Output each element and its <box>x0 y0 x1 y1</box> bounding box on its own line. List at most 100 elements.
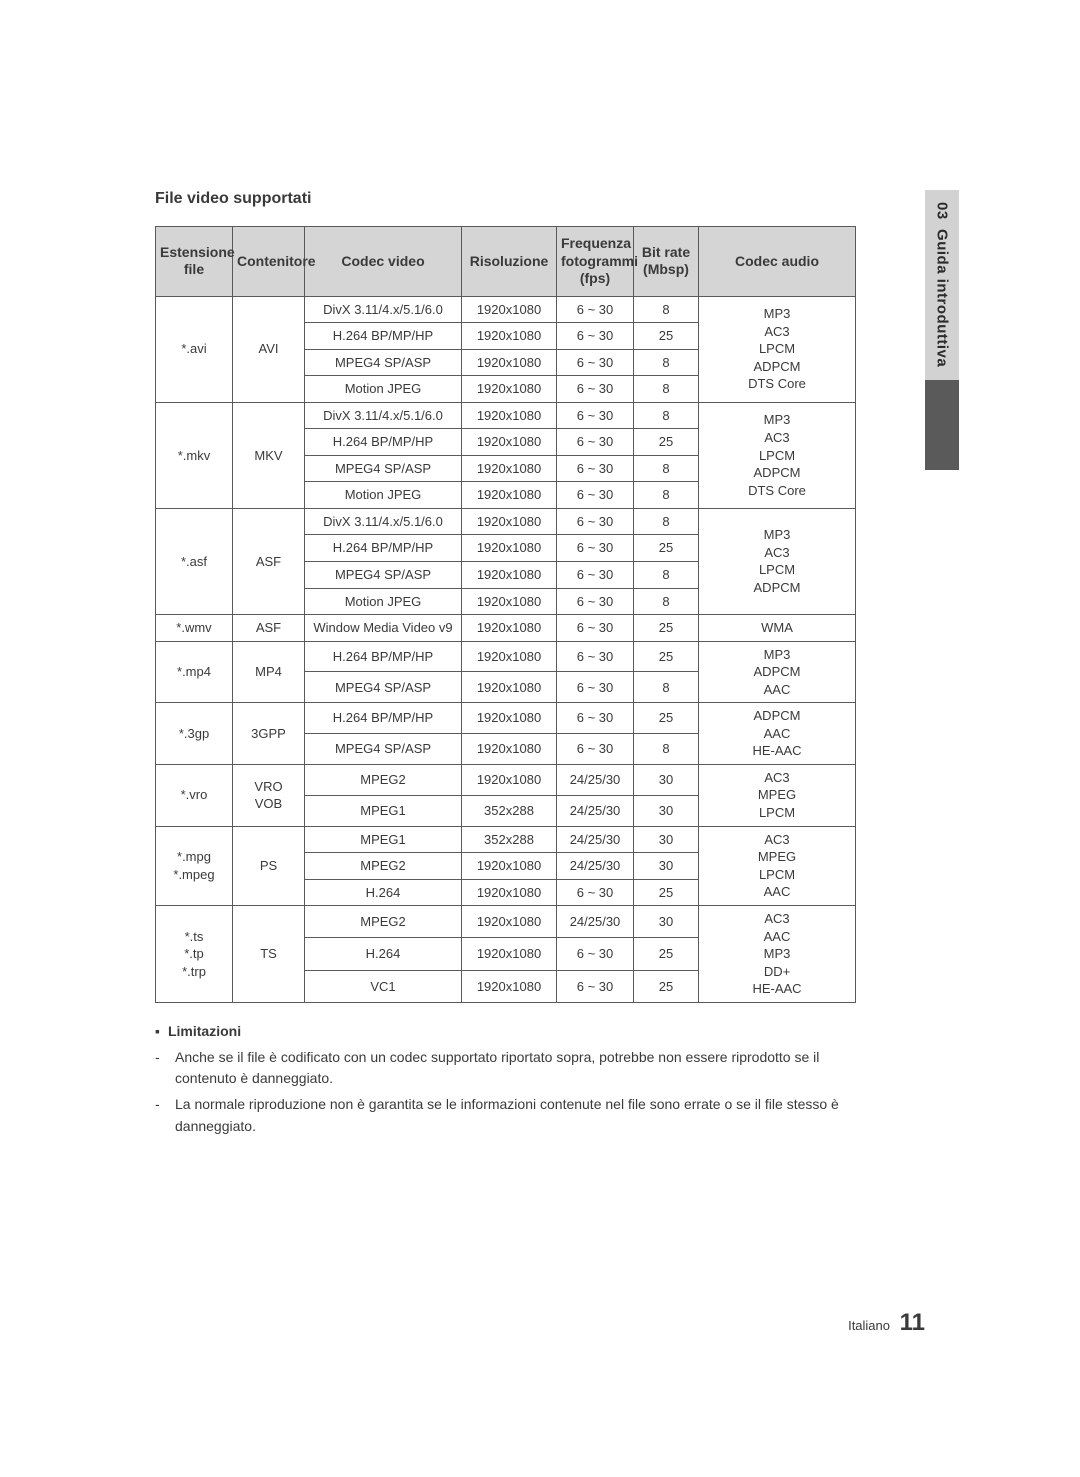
cell-container: TS <box>233 906 305 1003</box>
cell-fps: 6 ~ 30 <box>557 615 634 642</box>
cell-ext: *.ts *.tp *.trp <box>156 906 233 1003</box>
cell-fps: 6 ~ 30 <box>557 455 634 482</box>
page-footer: Italiano 11 <box>848 1309 925 1337</box>
cell-vcodec: H.264 BP/MP/HP <box>305 535 462 562</box>
th-ext: Estensione file <box>156 227 233 297</box>
cell-bitrate: 8 <box>634 588 699 615</box>
cell-acodec: MP3 AC3 LPCM ADPCM DTS Core <box>699 402 856 508</box>
cell-res: 1920x1080 <box>462 455 557 482</box>
footer-lang: Italiano <box>848 1318 890 1333</box>
cell-fps: 6 ~ 30 <box>557 734 634 765</box>
table-row: *.vroVRO VOBMPEG21920x108024/25/3030AC3 … <box>156 764 856 795</box>
cell-fps: 6 ~ 30 <box>557 703 634 734</box>
cell-vcodec: MPEG4 SP/ASP <box>305 349 462 376</box>
cell-vcodec: MPEG2 <box>305 853 462 880</box>
cell-vcodec: Motion JPEG <box>305 588 462 615</box>
cell-bitrate: 30 <box>634 826 699 853</box>
cell-fps: 6 ~ 30 <box>557 672 634 703</box>
bullet-icon: ▪ <box>155 1021 160 1043</box>
cell-bitrate: 25 <box>634 535 699 562</box>
cell-bitrate: 25 <box>634 429 699 456</box>
cell-bitrate: 25 <box>634 703 699 734</box>
cell-fps: 6 ~ 30 <box>557 879 634 906</box>
cell-container: VRO VOB <box>233 764 305 826</box>
cell-ext: *.avi <box>156 296 233 402</box>
cell-res: 1920x1080 <box>462 429 557 456</box>
table-row: *.ts *.tp *.trpTSMPEG21920x108024/25/303… <box>156 906 856 938</box>
note-item: - La normale riproduzione non è garantit… <box>155 1094 875 1137</box>
cell-bitrate: 8 <box>634 482 699 509</box>
cell-fps: 6 ~ 30 <box>557 535 634 562</box>
cell-vcodec: H.264 BP/MP/HP <box>305 703 462 734</box>
cell-vcodec: MPEG1 <box>305 826 462 853</box>
cell-fps: 6 ~ 30 <box>557 641 634 672</box>
cell-vcodec: Motion JPEG <box>305 376 462 403</box>
cell-container: MKV <box>233 402 305 508</box>
cell-res: 352x288 <box>462 826 557 853</box>
table-row: *.mp4MP4H.264 BP/MP/HP1920x10806 ~ 3025M… <box>156 641 856 672</box>
note-text: Anche se il file è codificato con un cod… <box>175 1047 875 1090</box>
table-body: *.aviAVIDivX 3.11/4.x/5.1/6.01920x10806 … <box>156 296 856 1002</box>
cell-vcodec: MPEG2 <box>305 906 462 938</box>
table-row: *.mkvMKVDivX 3.11/4.x/5.1/6.01920x10806 … <box>156 402 856 429</box>
cell-acodec: AC3 MPEG LPCM AAC <box>699 826 856 906</box>
cell-acodec: MP3 AC3 LPCM ADPCM <box>699 508 856 614</box>
cell-fps: 24/25/30 <box>557 853 634 880</box>
cell-acodec: MP3 ADPCM AAC <box>699 641 856 703</box>
cell-container: ASF <box>233 508 305 614</box>
cell-bitrate: 25 <box>634 323 699 350</box>
cell-vcodec: MPEG4 SP/ASP <box>305 455 462 482</box>
chapter-number: 03 <box>934 202 951 220</box>
cell-vcodec: DivX 3.11/4.x/5.1/6.0 <box>305 508 462 535</box>
cell-acodec: ADPCM AAC HE-AAC <box>699 703 856 765</box>
table-row: *.asfASFDivX 3.11/4.x/5.1/6.01920x10806 … <box>156 508 856 535</box>
cell-bitrate: 8 <box>634 734 699 765</box>
cell-res: 1920x1080 <box>462 879 557 906</box>
cell-fps: 6 ~ 30 <box>557 561 634 588</box>
cell-bitrate: 30 <box>634 764 699 795</box>
cell-ext: *.3gp <box>156 703 233 765</box>
section-title: File video supportati <box>155 190 925 208</box>
table-header: Estensione file Contenitore Codec video … <box>156 227 856 297</box>
cell-container: ASF <box>233 615 305 642</box>
th-acodec: Codec audio <box>699 227 856 297</box>
cell-bitrate: 8 <box>634 402 699 429</box>
cell-ext: *.mpg *.mpeg <box>156 826 233 906</box>
cell-vcodec: H.264 BP/MP/HP <box>305 323 462 350</box>
table-row: *.wmvASFWindow Media Video v91920x10806 … <box>156 615 856 642</box>
codec-table: Estensione file Contenitore Codec video … <box>155 226 856 1003</box>
cell-res: 1920x1080 <box>462 970 557 1002</box>
cell-vcodec: Window Media Video v9 <box>305 615 462 642</box>
table-row: *.3gp3GPPH.264 BP/MP/HP1920x10806 ~ 3025… <box>156 703 856 734</box>
th-res: Risoluzione <box>462 227 557 297</box>
cell-fps: 24/25/30 <box>557 906 634 938</box>
cell-ext: *.asf <box>156 508 233 614</box>
cell-res: 1920x1080 <box>462 764 557 795</box>
cell-res: 1920x1080 <box>462 535 557 562</box>
cell-container: MP4 <box>233 641 305 703</box>
cell-fps: 6 ~ 30 <box>557 402 634 429</box>
cell-vcodec: MPEG4 SP/ASP <box>305 561 462 588</box>
cell-bitrate: 30 <box>634 795 699 826</box>
cell-ext: *.mkv <box>156 402 233 508</box>
cell-bitrate: 8 <box>634 672 699 703</box>
cell-bitrate: 25 <box>634 641 699 672</box>
cell-res: 1920x1080 <box>462 641 557 672</box>
cell-res: 1920x1080 <box>462 349 557 376</box>
cell-fps: 6 ~ 30 <box>557 588 634 615</box>
cell-fps: 24/25/30 <box>557 826 634 853</box>
side-tab-dark <box>925 380 959 470</box>
cell-res: 1920x1080 <box>462 853 557 880</box>
cell-ext: *.vro <box>156 764 233 826</box>
cell-res: 1920x1080 <box>462 402 557 429</box>
cell-container: PS <box>233 826 305 906</box>
cell-res: 1920x1080 <box>462 296 557 323</box>
notes: ▪ Limitazioni - Anche se il file è codif… <box>155 1021 875 1137</box>
cell-acodec: WMA <box>699 615 856 642</box>
cell-fps: 6 ~ 30 <box>557 508 634 535</box>
cell-bitrate: 30 <box>634 906 699 938</box>
footer-page-number: 11 <box>900 1309 925 1336</box>
note-item: - Anche se il file è codificato con un c… <box>155 1047 875 1090</box>
cell-vcodec: MPEG2 <box>305 764 462 795</box>
cell-fps: 6 ~ 30 <box>557 429 634 456</box>
